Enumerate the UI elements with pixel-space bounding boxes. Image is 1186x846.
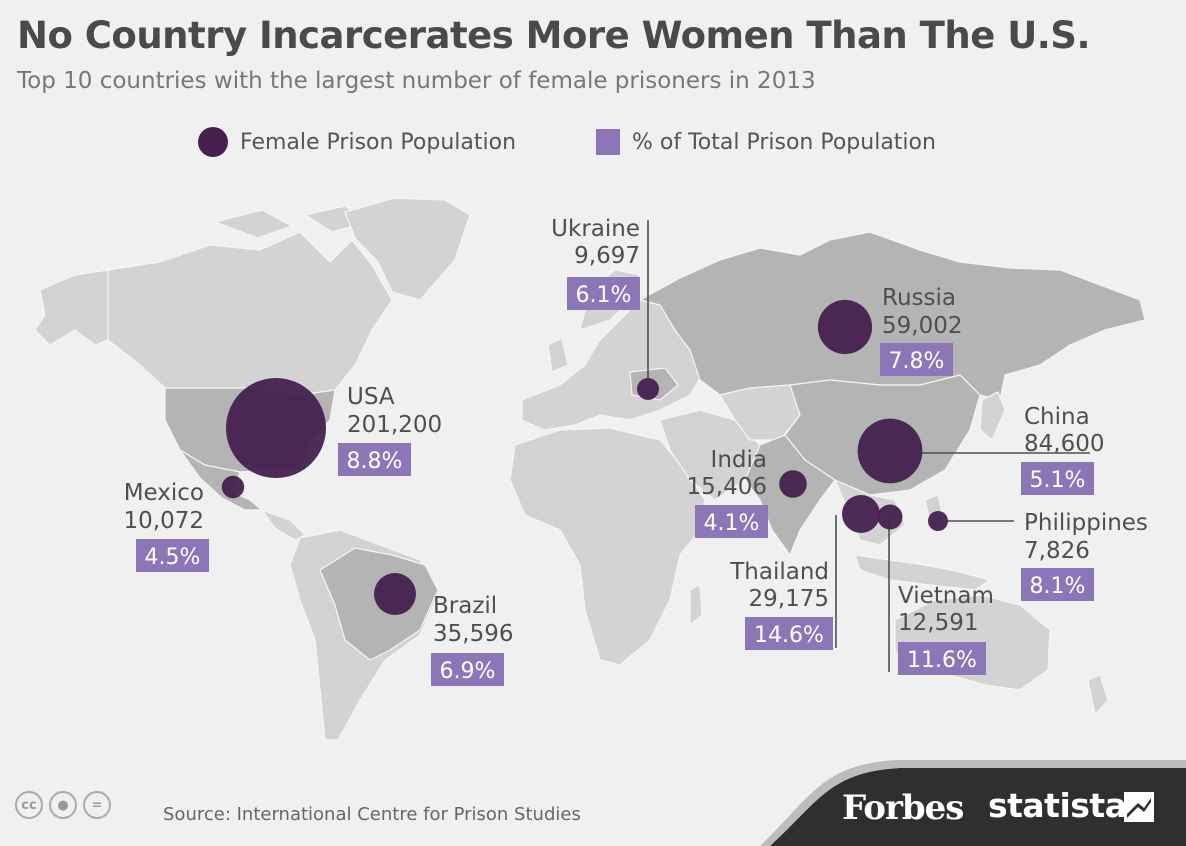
label-india-percent: 4.1% [704, 511, 760, 536]
statista-logo-icon [1124, 792, 1154, 822]
label-brazil-percent: 6.9% [440, 659, 496, 684]
percent-boxes [136, 277, 1094, 686]
land-canada [107, 231, 393, 396]
label-usa-value: 201,200 [347, 412, 442, 438]
bubble-vietnam [877, 504, 903, 530]
label-vietnam-value: 12,591 [898, 610, 978, 636]
chart-title: No Country Incarcerates More Women Than … [17, 14, 1091, 57]
bubble-philippines [928, 511, 948, 531]
legend-square-swatch [596, 129, 620, 155]
source-note: Source: International Centre for Prison … [163, 804, 581, 825]
label-china-percent: 5.1% [1030, 468, 1086, 493]
land-canada-islands [212, 205, 370, 239]
bubble-thailand [842, 495, 880, 533]
land-greenland [344, 197, 471, 301]
bubble-russia [817, 299, 873, 355]
land-mexico [179, 449, 264, 511]
label-china-value: 84,600 [1024, 431, 1104, 457]
license-icons: cc ● = [15, 791, 111, 819]
forbes-logo: Forbes [842, 788, 964, 828]
bubble-china [857, 418, 923, 484]
footer-band [770, 768, 1186, 846]
statista-logo-text: statista [988, 786, 1127, 825]
nd-icon: = [83, 791, 111, 819]
land-central-america [260, 508, 307, 541]
label-ukraine-name: Ukraine [551, 216, 640, 242]
label-vietnam-name: Vietnam [898, 583, 994, 609]
pct-box-china [1021, 462, 1094, 495]
chart-subtitle: Top 10 countries with the largest number… [17, 68, 816, 94]
label-ukraine-value: 9,697 [574, 243, 640, 269]
legend-square-label: % of Total Prison Population [632, 129, 936, 155]
label-russia-name: Russia [882, 285, 956, 311]
pct-box-vietnam [898, 642, 986, 675]
bubble-usa [226, 378, 326, 478]
label-thailand-name: Thailand [729, 559, 829, 585]
land-japan [979, 391, 1006, 441]
by-icon: ● [49, 791, 77, 819]
leader-lines [647, 220, 1090, 672]
label-india-value: 15,406 [687, 474, 767, 500]
legend-circle-label: Female Prison Population [240, 129, 517, 155]
land-new-zealand [1087, 674, 1109, 717]
legend-square-item: % of Total Prison Population [596, 126, 936, 158]
label-usa-percent: 8.8% [347, 449, 403, 474]
bubble-brazil [374, 573, 416, 615]
label-usa-name: USA [347, 384, 395, 410]
label-mexico-name: Mexico [124, 480, 204, 506]
label-philippines-percent: 8.1% [1030, 574, 1086, 599]
land-uk [547, 337, 569, 373]
label-philippines-value: 7,826 [1024, 538, 1090, 564]
pct-box-usa [338, 443, 411, 476]
label-mexico-percent: 4.5% [145, 545, 201, 570]
pct-box-thailand [745, 617, 833, 650]
land-africa [509, 427, 706, 666]
label-vietnam-percent: 11.6% [907, 648, 977, 673]
land-alaska [34, 269, 109, 346]
label-brazil-name: Brazil [433, 593, 497, 619]
legend-circle-swatch [198, 127, 228, 157]
label-russia-value: 59,002 [882, 313, 962, 339]
pct-box-india [695, 505, 768, 538]
label-thailand-percent: 14.6% [754, 623, 824, 648]
label-russia-percent: 7.8% [889, 349, 945, 374]
pct-box-mexico [136, 539, 209, 572]
land-madagascar [689, 584, 703, 627]
label-china-name: China [1024, 404, 1090, 430]
bubble-mexico [221, 475, 245, 499]
label-thailand-value: 29,175 [749, 586, 829, 612]
bubble-ukraine [637, 378, 659, 400]
legend-circle-item: Female Prison Population [198, 126, 516, 158]
bubbles [221, 299, 948, 615]
cc-icon: cc [15, 791, 43, 819]
label-brazil-value: 35,596 [433, 621, 513, 647]
label-mexico-value: 10,072 [124, 508, 204, 534]
label-philippines-name: Philippines [1024, 510, 1148, 536]
pct-box-russia [880, 343, 953, 376]
bubble-india [779, 470, 807, 498]
label-ukraine-percent: 6.1% [576, 283, 632, 308]
pct-box-ukraine [567, 277, 640, 310]
label-india-name: India [711, 447, 767, 473]
pct-box-philippines [1021, 568, 1094, 601]
pct-box-brazil [431, 653, 504, 686]
country-labels: USA 201,200 8.8% Mexico 10,072 4.5% Braz… [124, 216, 1148, 684]
